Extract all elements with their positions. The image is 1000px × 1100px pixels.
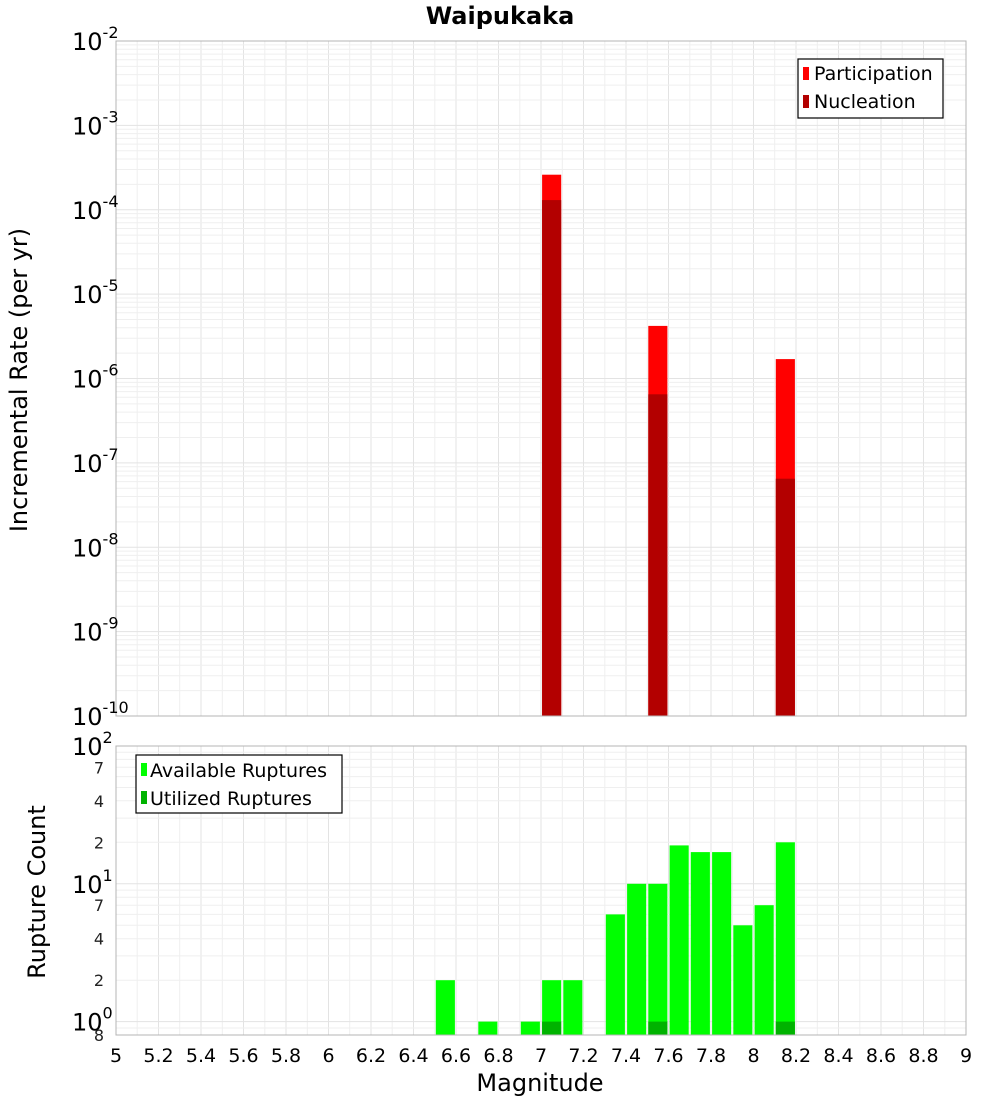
x-tick-label: 7.6 <box>653 1045 683 1067</box>
y-tick-label: 10-6 <box>72 361 119 394</box>
legend-swatch-utilized-ruptures <box>141 791 147 804</box>
y-tick-label: 10-3 <box>72 107 119 140</box>
x-axis-label: Magnitude <box>476 1069 603 1097</box>
bar-utilized-ruptures <box>775 1021 795 1035</box>
y-tick-label: 10-9 <box>72 614 119 647</box>
bar-available-ruptures <box>563 980 583 1035</box>
y-minor-tick-label: 4 <box>94 792 104 811</box>
legend-swatch-available-ruptures <box>141 763 147 776</box>
top-plot-frame <box>115 40 967 717</box>
bar-available-ruptures <box>478 1021 498 1035</box>
y-tick-label: 10-10 <box>72 698 129 731</box>
y-minor-tick-label: 2 <box>94 833 104 852</box>
top-y-axis-label: Incremental Rate (per yr) <box>5 228 33 532</box>
bar-available-ruptures <box>669 845 689 1035</box>
legend-label-utilized-ruptures: Utilized Ruptures <box>150 788 312 810</box>
x-tick-label: 7.8 <box>696 1045 726 1067</box>
y-tick-label: 10-7 <box>72 445 119 478</box>
x-tick-label: 5 <box>110 1045 122 1067</box>
y-minor-tick-label: 8 <box>94 1026 104 1045</box>
bottom-y-tick-labels: 100 101 102 8 2 4 7 2 4 7 <box>72 728 113 1045</box>
x-tick-label: 7 <box>535 1045 547 1067</box>
bar-available-ruptures <box>542 980 562 1035</box>
bar-nucleation <box>775 478 795 716</box>
bottom-panel: 100 101 102 8 2 4 7 2 4 7 5 5.2 5.4 5.6 5.8 6 6.2 6.4 6.6… <box>23 728 972 1097</box>
y-minor-tick-label: 4 <box>94 930 104 949</box>
bar-available-ruptures <box>520 1021 540 1035</box>
x-tick-label: 8 <box>747 1045 759 1067</box>
y-tick-label: 10-4 <box>72 192 119 225</box>
x-tick-label: 8.2 <box>781 1045 811 1067</box>
bottom-legend-box <box>135 754 343 814</box>
y-tick-label: 10-2 <box>72 23 119 56</box>
bar-available-ruptures <box>733 925 753 1035</box>
bar-available-ruptures <box>605 914 625 1035</box>
bottom-plot-frame <box>115 745 967 1036</box>
y-tick-label: 101 <box>72 866 113 899</box>
x-tick-label: 8.4 <box>823 1045 853 1067</box>
bar-utilized-ruptures <box>648 1021 668 1035</box>
bar-available-ruptures <box>754 905 774 1035</box>
x-tick-labels: 5 5.2 5.4 5.6 5.8 6 6.2 6.4 6.6 6.8 7 7.2 7.4 7.6 7.8 8… <box>110 1045 972 1067</box>
bar-available-ruptures <box>435 980 455 1035</box>
y-minor-tick-label: 7 <box>94 896 104 915</box>
x-tick-label: 6.2 <box>356 1045 386 1067</box>
top-legend: Participation Nucleation <box>797 58 944 119</box>
y-tick-label: 100 <box>72 1004 113 1037</box>
legend-label-nucleation: Nucleation <box>814 91 916 113</box>
bar-available-ruptures <box>690 852 710 1035</box>
bar-available-ruptures <box>775 842 795 1035</box>
top-grid <box>115 41 967 717</box>
x-tick-label: 8.6 <box>866 1045 896 1067</box>
y-minor-tick-label: 2 <box>94 971 104 990</box>
bottom-y-axis-label: Rupture Count <box>23 805 51 979</box>
x-tick-label: 6.6 <box>441 1045 471 1067</box>
legend-label-available-ruptures: Available Ruptures <box>150 760 327 782</box>
bottom-legend: Available Ruptures Utilized Ruptures <box>135 754 343 814</box>
x-tick-label: 9 <box>960 1045 972 1067</box>
x-tick-label: 6.4 <box>398 1045 428 1067</box>
top-panel: 10-10 10-9 10-8 10-7 10-6 10-5 10-4 10-3 10-2 In… <box>5 23 967 731</box>
y-tick-label: 10-5 <box>72 276 119 309</box>
bar-available-ruptures <box>712 852 732 1035</box>
bottom-bars <box>435 842 795 1035</box>
legend-swatch-participation <box>803 67 809 80</box>
x-tick-label: 8.8 <box>908 1045 938 1067</box>
bar-available-ruptures <box>648 883 668 1035</box>
bar-nucleation <box>648 394 668 716</box>
x-tick-label: 5.4 <box>186 1045 216 1067</box>
y-tick-label: 102 <box>72 728 113 761</box>
x-tick-label: 7.2 <box>568 1045 598 1067</box>
x-tick-label: 7.4 <box>611 1045 641 1067</box>
x-tick-label: 6 <box>322 1045 334 1067</box>
bar-utilized-ruptures <box>542 1021 562 1035</box>
legend-swatch-nucleation <box>803 95 809 108</box>
bar-nucleation <box>542 200 562 717</box>
x-tick-label: 5.2 <box>143 1045 173 1067</box>
chart-title: Waipukaka <box>426 2 575 30</box>
x-tick-label: 5.8 <box>271 1045 301 1067</box>
top-bars <box>542 174 795 717</box>
y-minor-tick-label: 7 <box>94 758 104 777</box>
legend-label-participation: Participation <box>814 63 933 85</box>
bar-available-ruptures <box>627 883 647 1035</box>
x-tick-label: 5.6 <box>228 1045 258 1067</box>
y-tick-label: 10-8 <box>72 529 119 562</box>
top-legend-box <box>797 58 944 119</box>
x-tick-label: 6.8 <box>483 1045 513 1067</box>
top-y-tick-labels: 10-10 10-9 10-8 10-7 10-6 10-5 10-4 10-3 10-2 <box>72 23 129 731</box>
